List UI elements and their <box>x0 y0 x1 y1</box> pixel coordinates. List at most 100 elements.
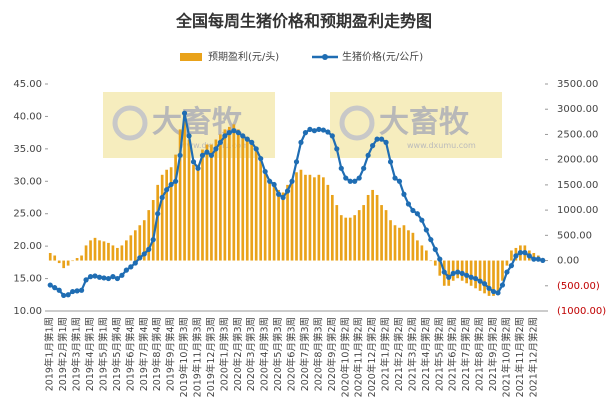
point <box>159 194 165 201</box>
bar <box>89 240 92 261</box>
y2-tick-label: 3500.00 <box>557 79 598 90</box>
bar <box>138 225 142 261</box>
point <box>168 181 174 188</box>
point <box>226 130 232 136</box>
bar <box>277 189 280 261</box>
bar <box>129 235 133 261</box>
bar <box>62 260 66 269</box>
point <box>249 139 255 145</box>
point <box>105 275 112 282</box>
x-tick-label: 2021年7月第2周 <box>460 317 472 391</box>
x-tick-label: 2020年7月第3周 <box>299 317 311 391</box>
point <box>374 136 380 142</box>
x-tick-label: 2020年12月第2周 <box>366 317 378 397</box>
watermark-url: www.dxumu.com <box>180 141 249 150</box>
bar <box>322 177 325 261</box>
x-tick-label: 2020年8月第3周 <box>312 317 324 391</box>
x-tick-label: 2021年5月第2周 <box>433 317 445 391</box>
bar <box>151 200 155 261</box>
y2-tick-label: (500.00) <box>557 281 600 292</box>
bar <box>384 210 388 261</box>
bar <box>447 260 451 286</box>
point <box>540 257 546 264</box>
bar <box>245 139 249 261</box>
bar <box>125 240 128 261</box>
x-tick-label: 2019年4月第1周 <box>84 317 96 391</box>
bar <box>178 129 182 261</box>
point <box>289 178 295 184</box>
bar <box>210 144 213 261</box>
point <box>517 250 523 256</box>
x-tick-label: 2019年10月第3周 <box>178 317 190 397</box>
bar <box>510 250 513 261</box>
bar <box>425 250 428 261</box>
bar <box>456 260 460 279</box>
x-tick-label: 2021年1月第2周 <box>380 317 392 391</box>
bar <box>483 260 486 294</box>
bar <box>205 144 209 261</box>
bar <box>380 205 383 261</box>
point <box>110 274 116 280</box>
bar <box>196 164 200 261</box>
point <box>365 152 371 158</box>
bar <box>362 205 366 261</box>
point <box>428 237 434 243</box>
point <box>450 270 456 276</box>
bar <box>160 174 164 261</box>
point <box>441 269 447 275</box>
bar <box>48 252 52 261</box>
watermark-url: www.dxumu.com <box>407 141 476 150</box>
x-tick-label: 2019年12月第3周 <box>205 317 217 397</box>
point <box>204 149 210 155</box>
bar <box>348 217 352 261</box>
point <box>401 191 407 197</box>
point <box>486 285 492 291</box>
bar <box>375 194 379 261</box>
x-tick-label: 2020年6月第3周 <box>286 317 298 391</box>
point <box>370 143 376 149</box>
bar <box>398 227 401 261</box>
point <box>356 175 362 181</box>
bar <box>433 260 437 266</box>
bar <box>272 184 276 261</box>
x-tick-label: 2020年11月第2周 <box>353 317 365 397</box>
x-tick-label: 2019年11月第3周 <box>191 317 203 397</box>
bar <box>353 215 357 261</box>
x-tick-label: 2021年11月第2周 <box>514 317 526 397</box>
x-tick-label: 2020年4月第3周 <box>259 317 271 391</box>
point <box>65 292 71 298</box>
point <box>128 264 134 270</box>
bar <box>420 245 424 261</box>
y2-tick-label: 0.00 <box>557 256 579 267</box>
x-tick-label: 2020年2月第3周 <box>232 317 244 391</box>
point <box>78 287 85 293</box>
bar <box>71 260 74 262</box>
x-tick-label: 2021年6月第2周 <box>447 317 459 391</box>
x-tick-label: 2021年9月第2周 <box>487 317 499 391</box>
point <box>490 288 497 295</box>
chart-title: 全国每周生猪价格和预期盈利走势图 <box>175 12 432 31</box>
point <box>199 152 206 158</box>
point <box>213 146 219 152</box>
point <box>437 256 443 262</box>
point <box>526 253 532 259</box>
bar <box>57 260 61 264</box>
point <box>101 275 107 281</box>
y-tick-label: 40.00 <box>13 111 42 122</box>
x-tick-label: 2021年4月第2周 <box>420 317 432 391</box>
bar <box>107 242 110 261</box>
point <box>293 159 300 165</box>
legend-label: 预期盈利(元/头) <box>208 51 279 63</box>
y2-tick-label: (1000.00) <box>557 306 606 317</box>
point <box>468 274 474 280</box>
point <box>275 191 282 197</box>
x-tick-label: 2021年2月第2周 <box>393 317 405 391</box>
y-tick-label: 35.00 <box>13 144 42 155</box>
point <box>141 251 147 257</box>
y2-tick-label: 2500.00 <box>557 129 598 140</box>
bar <box>317 174 321 261</box>
bar <box>487 260 491 296</box>
bar <box>474 260 477 289</box>
bar <box>344 217 348 261</box>
